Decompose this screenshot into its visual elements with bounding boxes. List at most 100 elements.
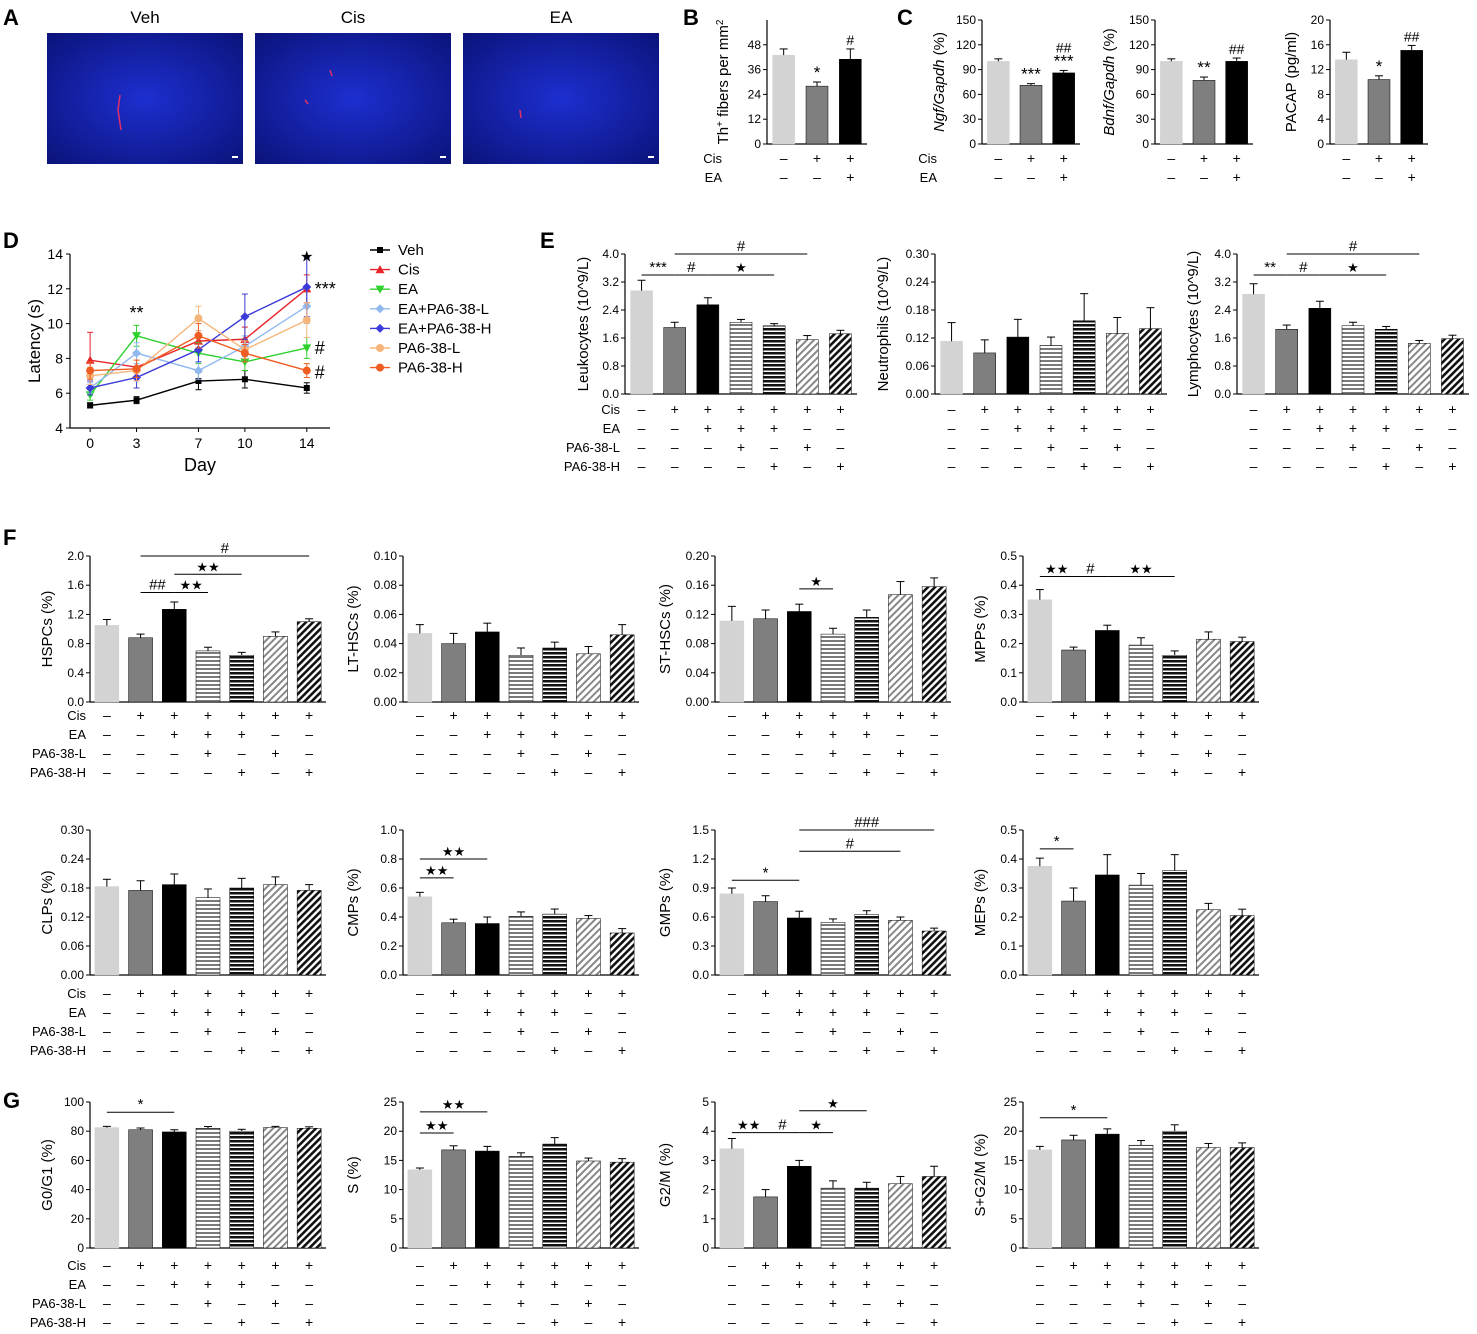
treatment-sign: + xyxy=(896,1023,904,1039)
y-tick-label: 4 xyxy=(1317,112,1324,126)
treatment-sign: – xyxy=(137,1314,145,1330)
treatment-sign: + xyxy=(863,764,871,780)
y-tick-label: 10 xyxy=(47,316,63,332)
treatment-sign: – xyxy=(897,764,905,780)
treatment-sign: – xyxy=(103,1023,111,1039)
treatment-sign: – xyxy=(272,764,280,780)
chart-c2: 0 30 60 90 120 150 Bdnf/Gapdh (%) ** ## – + + – – + xyxy=(1101,13,1253,185)
y-tick-label: 0 xyxy=(754,137,761,151)
treatment-sign: – xyxy=(1070,1004,1078,1020)
bar xyxy=(1162,655,1187,703)
y-tick-label: 12 xyxy=(1311,63,1325,77)
treatment-sign: + xyxy=(170,707,178,723)
treatment-sign: – xyxy=(450,1042,458,1058)
data-point xyxy=(86,366,95,375)
chart-f8: 0.0 0.1 0.2 0.3 0.4 0.5 MEPs (%) * – + + + + + + – – + + + –… xyxy=(972,823,1259,1058)
treatment-sign: + xyxy=(618,1042,626,1058)
treatment-row-label: Cis xyxy=(67,708,86,723)
treatment-sign: – xyxy=(1415,458,1423,474)
treatment-sign: + xyxy=(584,1023,592,1039)
y-tick-label: 8 xyxy=(1317,87,1324,101)
treatment-sign: – xyxy=(137,726,145,742)
chart-f3: 0.00 0.04 0.08 0.12 0.16 0.20 ST-HSCs (%) ★ – + + +… xyxy=(657,549,951,780)
treatment-sign: + xyxy=(584,1295,592,1311)
data-point xyxy=(241,376,248,383)
treatment-sign: + xyxy=(1137,1004,1145,1020)
y-tick-label: 1.2 xyxy=(67,607,84,621)
treatment-sign: – xyxy=(1205,1004,1213,1020)
treatment-sign: + xyxy=(803,401,811,417)
treatment-sign: + xyxy=(305,1257,313,1273)
bar xyxy=(1196,1147,1221,1249)
y-tick-label: 20 xyxy=(384,1124,398,1138)
bar xyxy=(576,1160,601,1249)
y-tick-label: 0.4 xyxy=(67,666,84,680)
treatment-sign: + xyxy=(930,1314,938,1330)
treatment-sign: – xyxy=(585,764,593,780)
data-point xyxy=(377,247,383,253)
treatment-sign: – xyxy=(948,439,956,455)
y-tick-label: 1.5 xyxy=(692,823,709,837)
y-tick-label: 15 xyxy=(384,1153,398,1167)
treatment-sign: + xyxy=(517,1257,525,1273)
bar xyxy=(1139,328,1162,395)
treatment-sign: + xyxy=(671,401,679,417)
y-tick-label: 0.06 xyxy=(906,359,930,373)
chart-g1: 0 20 40 60 80 100 G0/G1 (%) * Cis – + + + + + + EA – – + + + –… xyxy=(30,1095,326,1330)
significance-mark: ★ xyxy=(827,1096,839,1111)
treatment-sign: – xyxy=(1167,150,1175,166)
treatment-sign: – xyxy=(1070,726,1078,742)
y-tick-label: 0.6 xyxy=(380,881,397,895)
chart-f5: 0.00 0.06 0.12 0.18 0.24 0.30 CLPs (%) Cis – + + + +… xyxy=(30,823,326,1058)
bar xyxy=(263,636,288,703)
chart-f2: 0.00 0.02 0.04 0.06 0.08 0.10 LT-HSCs (%) – + + + +… xyxy=(345,549,639,780)
y-tick-label: 0.08 xyxy=(374,578,398,592)
treatment-sign: + xyxy=(761,1257,769,1273)
treatment-sign: + xyxy=(1103,1004,1111,1020)
treatment-sign: – xyxy=(737,458,745,474)
treatment-sign: – xyxy=(1147,420,1155,436)
y-tick-label: 0.4 xyxy=(380,910,397,924)
treatment-sign: + xyxy=(618,1257,626,1273)
y-tick-label: 2.0 xyxy=(67,549,84,563)
treatment-sign: + xyxy=(238,1314,246,1330)
bar xyxy=(263,884,288,976)
significance-mark: ★★ xyxy=(442,1097,465,1112)
y-axis-label: CLPs (%) xyxy=(39,870,56,934)
y-axis-label-part: (%) xyxy=(931,32,948,60)
treatment-sign: + xyxy=(1060,150,1068,166)
treatment-sign: – xyxy=(238,1023,246,1039)
y-tick-label: 3.2 xyxy=(1214,275,1231,289)
treatment-sign: + xyxy=(517,1295,525,1311)
bar xyxy=(441,643,466,703)
treatment-sign: + xyxy=(1283,401,1291,417)
y-tick-label: 30 xyxy=(1136,112,1150,126)
treatment-sign: + xyxy=(305,1042,313,1058)
y-tick-label: 0.2 xyxy=(1000,637,1017,651)
y-tick-label: 0.0 xyxy=(692,968,709,982)
treatment-sign: – xyxy=(618,745,626,761)
treatment-sign: + xyxy=(1047,439,1055,455)
treatment-sign: – xyxy=(551,1295,559,1311)
bar xyxy=(888,594,913,703)
y-tick-label: 0.00 xyxy=(61,968,85,982)
treatment-sign: – xyxy=(1205,1314,1213,1330)
treatment-sign: + xyxy=(271,1023,279,1039)
treatment-sign: – xyxy=(1171,1023,1179,1039)
treatment-sign: + xyxy=(170,726,178,742)
treatment-sign: + xyxy=(204,1276,212,1292)
significance-mark: # xyxy=(1086,560,1095,577)
y-tick-label: 30 xyxy=(963,112,977,126)
significance-mark: # xyxy=(846,32,854,48)
treatment-sign: – xyxy=(551,1023,559,1039)
y-axis-label-part: fibers per mm xyxy=(715,25,732,121)
treatment-sign: – xyxy=(137,1004,145,1020)
bar xyxy=(1095,630,1120,703)
significance-mark: ## xyxy=(149,577,166,594)
treatment-sign: – xyxy=(170,1295,178,1311)
y-axis-label: GMPs (%) xyxy=(657,868,674,937)
treatment-sign: – xyxy=(1036,1295,1044,1311)
treatment-sign: – xyxy=(1014,458,1022,474)
treatment-sign: + xyxy=(483,707,491,723)
